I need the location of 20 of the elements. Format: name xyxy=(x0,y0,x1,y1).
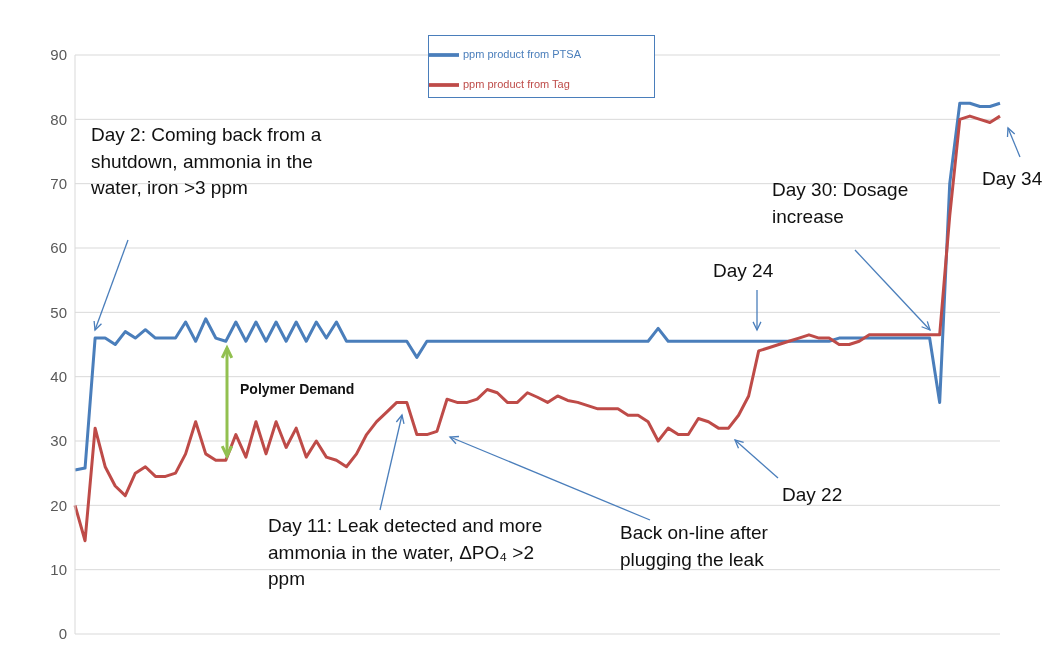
y-tick-label: 70 xyxy=(50,174,67,192)
y-tick-label: 60 xyxy=(50,239,67,257)
annotation: Day 30: Dosage increase xyxy=(772,178,910,229)
y-tick-label: 10 xyxy=(50,560,67,578)
y-tick-label: 80 xyxy=(50,110,67,128)
y-tick-label: 90 xyxy=(50,46,67,64)
annotation: Back on-line after plugging the leak xyxy=(620,521,769,572)
y-tick-label: 20 xyxy=(50,496,67,514)
annotation: Day 22 xyxy=(782,483,844,507)
annotation: Day 11: Leak detected and more ammonia in the water, ΔPO₄ >2 ppm xyxy=(268,514,544,592)
y-tick-label: 0 xyxy=(58,625,67,643)
y-tick-label: 40 xyxy=(50,367,67,385)
annotation: Day 2: Coming back from a shutdown, ammonia in the water, iron >3 ppm xyxy=(91,123,323,201)
legend-label: ppm product from PTSA xyxy=(463,47,581,60)
y-tick-label: 50 xyxy=(50,303,67,321)
annotation: Day 34 xyxy=(982,167,1044,191)
y-tick-label: 30 xyxy=(50,432,67,450)
annotation: Day 24 xyxy=(713,259,775,283)
legend-label: ppm product from Tag xyxy=(463,77,570,90)
annotation: Polymer Demand xyxy=(240,380,356,399)
